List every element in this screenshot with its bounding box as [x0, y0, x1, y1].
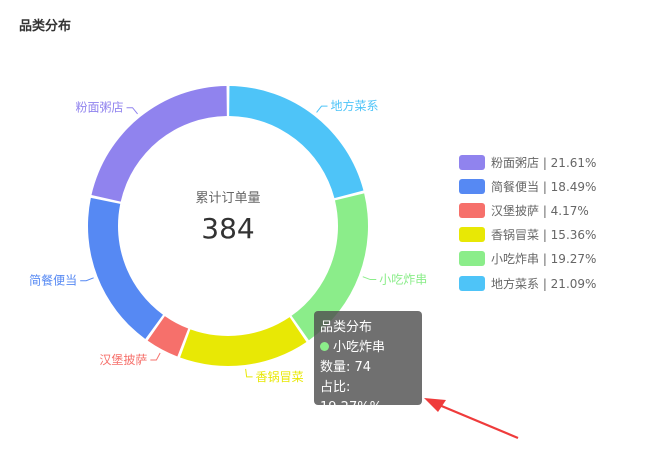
legend-label: 简餐便当 | 18.49%: [491, 179, 597, 194]
slice-label: 粉面粥店: [76, 101, 124, 115]
tooltip-title: 品类分布: [320, 320, 373, 335]
donut-slice[interactable]: [91, 86, 227, 202]
label-leader-line: [316, 105, 328, 113]
legend-swatch: [459, 275, 485, 291]
slice-label: 汉堡披萨: [99, 352, 147, 367]
legend-swatch: [459, 154, 485, 170]
legend: 粉面粥店 | 21.61% 简餐便当 | 18.49% 汉堡披萨 | 4.17% 香锅…: [459, 150, 649, 295]
slice-label: 地方菜系: [331, 98, 379, 113]
label-leader-line: [362, 276, 377, 281]
legend-item[interactable]: 地方菜系 | 21.09%: [459, 271, 649, 295]
legend-item[interactable]: 汉堡披萨 | 4.17%: [459, 198, 649, 222]
tooltip-series: 小吃炸串: [333, 340, 386, 355]
slice-label: 香锅冒菜: [256, 369, 304, 384]
legend-label: 地方菜系 | 21.09%: [491, 276, 597, 291]
legend-item[interactable]: 简餐便当 | 18.49%: [459, 174, 649, 198]
legend-swatch: [459, 178, 485, 194]
slice-label: 小吃炸串: [379, 273, 427, 287]
label-leader-line: [245, 368, 253, 378]
tooltip-series-row: 小吃炸串: [320, 338, 416, 358]
label-leader-line: [80, 277, 94, 282]
donut-slice[interactable]: [291, 193, 368, 341]
center-label: 累计订单量: [195, 191, 260, 206]
chart-tooltip: 品类分布 小吃炸串 数量: 74 占比: 19.27%%: [314, 311, 422, 415]
donut-slice[interactable]: [88, 197, 163, 339]
annotation-arrow: [424, 398, 519, 440]
legend-label: 小吃炸串 | 19.27%: [491, 252, 597, 267]
legend-swatch: [459, 202, 485, 218]
donut-slice[interactable]: [180, 317, 307, 366]
legend-swatch: [459, 227, 485, 243]
slice-label: 简餐便当: [29, 273, 77, 288]
legend-label: 香锅冒菜 | 15.36%: [491, 228, 597, 243]
label-leader-line: [150, 352, 161, 361]
tooltip-ratio: 占比: 19.27%%: [320, 380, 382, 415]
series-dot-icon: [320, 342, 329, 351]
label-leader-line: [126, 107, 138, 115]
legend-swatch: [459, 251, 485, 267]
legend-label: 汉堡披萨 | 4.17%: [491, 203, 589, 218]
legend-label: 粉面粥店 | 21.61%: [491, 155, 597, 170]
tooltip-count: 数量: 74: [320, 360, 372, 375]
legend-item[interactable]: 小吃炸串 | 19.27%: [459, 247, 649, 271]
donut-slice[interactable]: [229, 86, 364, 199]
legend-item[interactable]: 香锅冒菜 | 15.36%: [459, 223, 649, 247]
chart-title: 品类分布: [19, 19, 72, 34]
center-value: 384: [201, 212, 254, 245]
donut-slice[interactable]: [147, 316, 189, 357]
legend-item[interactable]: 粉面粥店 | 21.61%: [459, 150, 649, 174]
